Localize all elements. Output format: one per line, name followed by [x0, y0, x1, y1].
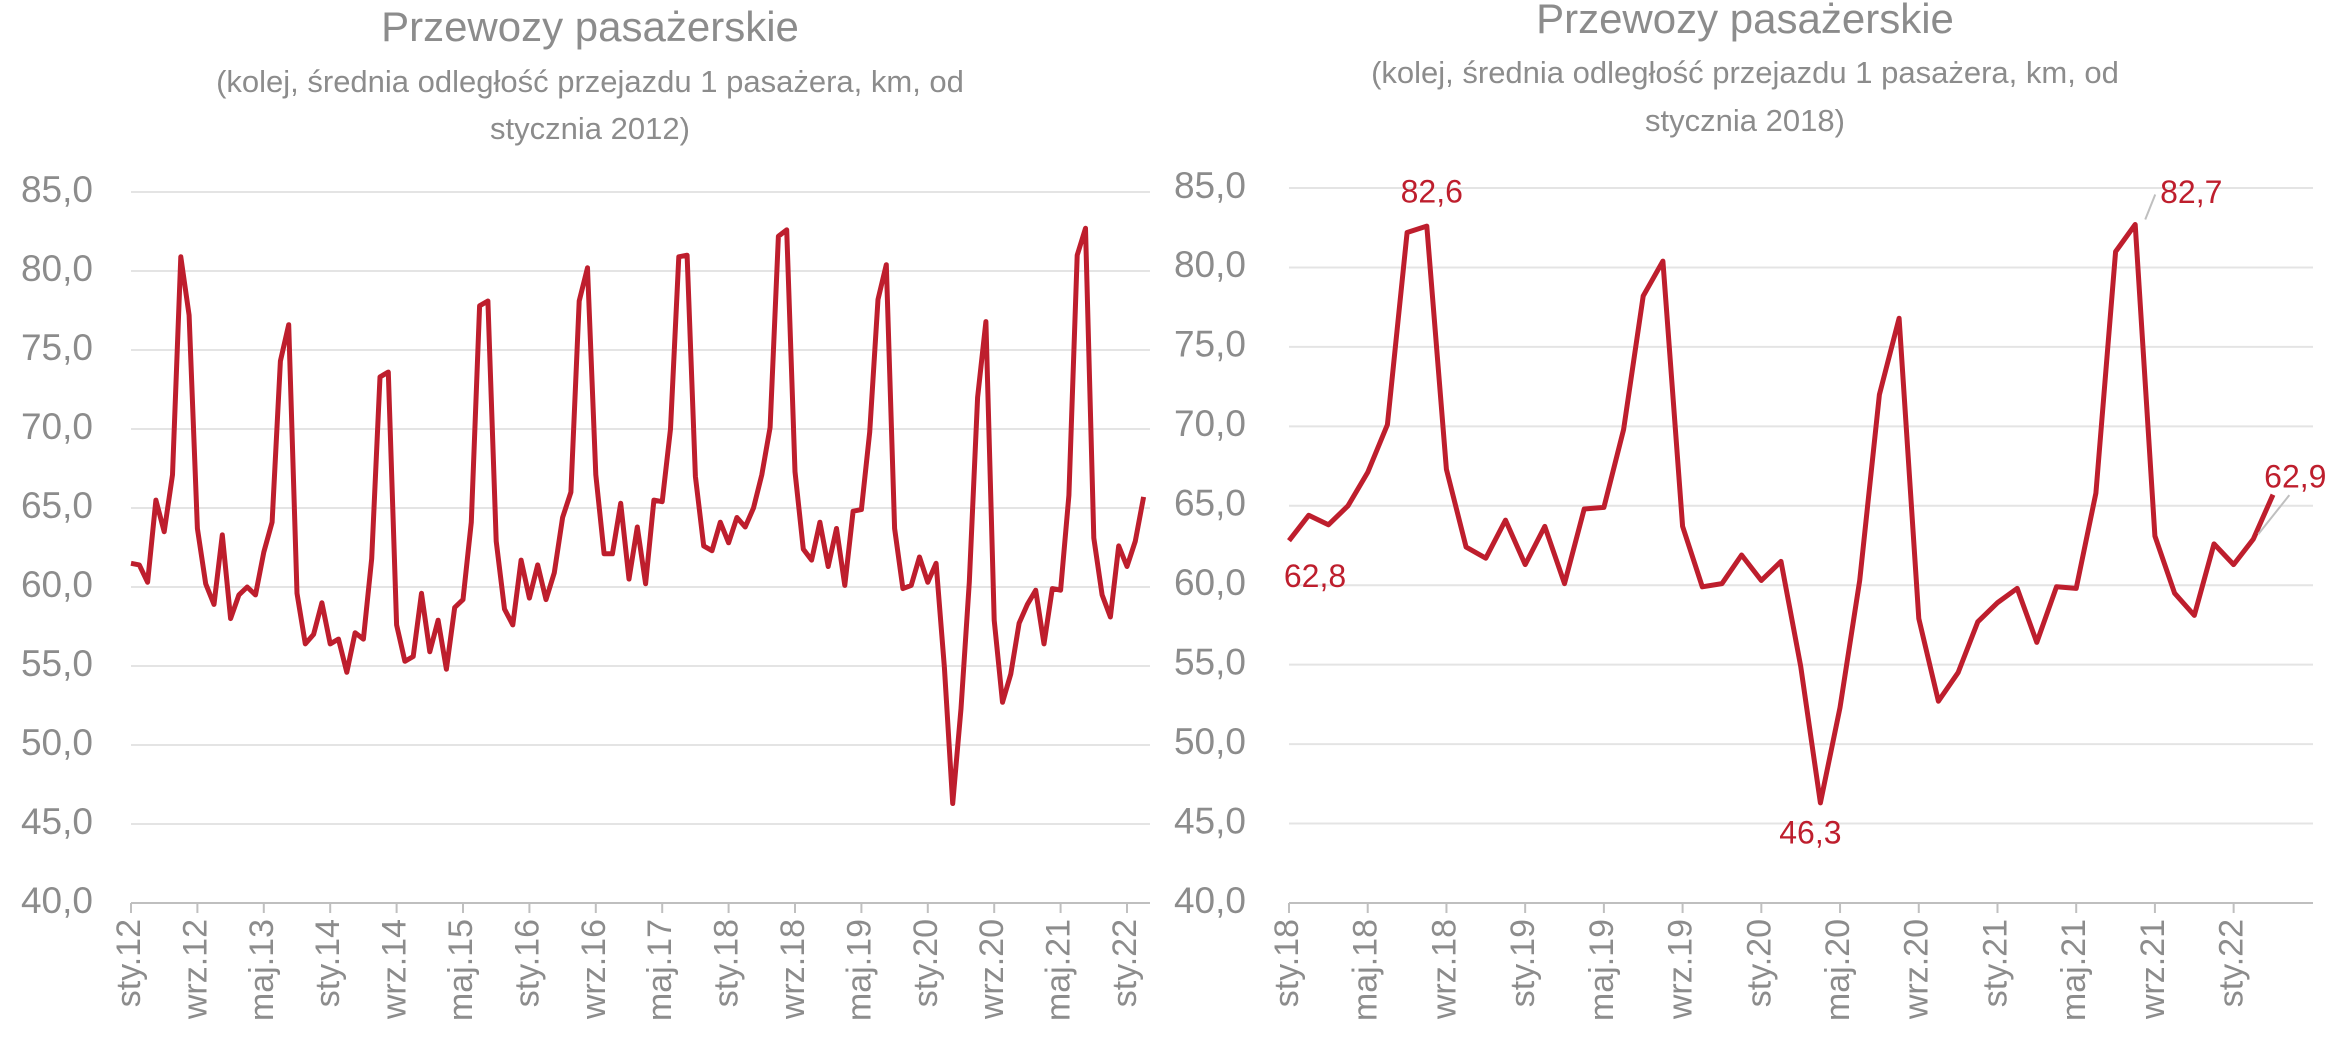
x-tick-label: maj.17: [641, 919, 679, 1021]
x-tick-label: wrz.21: [2134, 919, 2172, 1020]
x-tick-label: sty.20: [907, 919, 945, 1007]
x-tick-label: sty.18: [708, 919, 746, 1007]
data-label: 46,3: [1779, 814, 1841, 850]
x-tick-label: sty.14: [309, 919, 347, 1007]
chart-title: Przewozy pasażerskie: [381, 3, 799, 50]
y-tick-label: 45,0: [1174, 800, 1246, 841]
x-tick-label: wrz.20: [973, 919, 1011, 1020]
x-tick-label: wrz.19: [1662, 919, 1700, 1020]
chart-subtitle: stycznia 2018): [1645, 103, 1845, 138]
data-label: 62,8: [1284, 558, 1346, 594]
y-tick-label: 80,0: [1174, 244, 1246, 285]
y-tick-label: 45,0: [21, 801, 93, 842]
chart-subtitle: (kolej, średnia odległość przejazdu 1 pa…: [1371, 55, 2119, 90]
x-tick-label: maj.15: [442, 919, 480, 1021]
x-tick-label: maj.18: [1347, 919, 1385, 1021]
x-tick-label: sty.20: [1740, 919, 1778, 1007]
x-tick-label: sty.21: [1976, 919, 2014, 1007]
data-label: 82,7: [2160, 174, 2222, 210]
x-tick-label: sty.22: [1106, 919, 1144, 1007]
x-tick-label: sty.18: [1268, 919, 1306, 1007]
leader-line: [2144, 194, 2157, 220]
y-tick-label: 85,0: [21, 169, 93, 210]
y-tick-label: 40,0: [21, 880, 93, 921]
y-tick-label: 75,0: [1174, 324, 1246, 365]
leader-line: [2257, 494, 2291, 535]
y-tick-label: 50,0: [21, 722, 93, 763]
y-tick-label: 70,0: [1174, 403, 1246, 444]
chart-subtitle: stycznia 2012): [490, 111, 690, 146]
y-tick-label: 50,0: [1174, 721, 1246, 762]
y-tick-label: 70,0: [21, 406, 93, 447]
x-tick-label: maj.21: [2055, 919, 2093, 1021]
x-tick-label: maj.20: [1819, 919, 1857, 1021]
data-line: [130, 225, 1147, 806]
y-tick-label: 75,0: [21, 327, 93, 368]
y-tick-label: 85,0: [1174, 165, 1246, 206]
y-tick-label: 80,0: [21, 248, 93, 289]
x-tick-label: wrz.14: [376, 919, 414, 1020]
x-tick-label: maj.21: [1040, 919, 1078, 1021]
y-tick-label: 60,0: [1174, 562, 1246, 603]
data-label: 82,6: [1401, 174, 1463, 210]
x-tick-label: wrz.18: [774, 919, 812, 1020]
x-tick-label: sty.19: [1504, 919, 1542, 1007]
y-tick-label: 65,0: [21, 485, 93, 526]
x-tick-label: sty.16: [508, 919, 546, 1007]
y-tick-label: 60,0: [21, 564, 93, 605]
x-tick-label: sty.22: [2213, 919, 2251, 1007]
x-tick-label: maj.13: [243, 919, 281, 1021]
y-tick-label: 55,0: [21, 643, 93, 684]
x-tick-label: wrz.20: [1898, 919, 1936, 1020]
x-tick-label: wrz.18: [1425, 919, 1463, 1020]
x-tick-label: wrz.12: [176, 919, 214, 1020]
data-label: 62,9: [2264, 459, 2326, 495]
x-tick-label: maj.19: [840, 919, 878, 1021]
y-tick-label: 65,0: [1174, 483, 1246, 524]
y-tick-label: 40,0: [1174, 880, 1246, 921]
x-tick-label: wrz.16: [575, 919, 613, 1020]
chart-title: Przewozy pasażerskie: [1536, 0, 1954, 42]
y-tick-label: 55,0: [1174, 641, 1246, 682]
data-line: [1287, 222, 2276, 806]
x-tick-label: sty.12: [110, 919, 148, 1007]
x-tick-label: maj.19: [1583, 919, 1621, 1021]
chart-subtitle: (kolej, średnia odległość przejazdu 1 pa…: [216, 64, 964, 99]
